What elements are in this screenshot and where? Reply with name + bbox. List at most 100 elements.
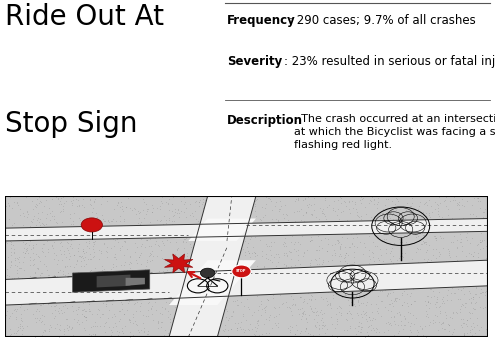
Point bbox=[372, 302, 380, 307]
Point bbox=[268, 325, 276, 331]
Point bbox=[401, 272, 409, 277]
Point bbox=[310, 208, 318, 213]
Point bbox=[33, 319, 41, 325]
Point bbox=[35, 219, 43, 225]
Point bbox=[438, 325, 446, 331]
Point bbox=[16, 325, 24, 331]
Point bbox=[385, 196, 393, 202]
Point bbox=[348, 291, 356, 297]
Point bbox=[211, 271, 219, 276]
Point bbox=[380, 282, 388, 287]
Point bbox=[126, 259, 134, 265]
Point bbox=[182, 315, 190, 320]
Point bbox=[10, 276, 18, 281]
Point bbox=[78, 202, 86, 208]
Point bbox=[335, 309, 343, 314]
Point bbox=[280, 250, 288, 256]
Point bbox=[69, 197, 77, 203]
Point bbox=[31, 315, 39, 321]
Point bbox=[354, 295, 362, 301]
Point bbox=[147, 252, 155, 257]
Point bbox=[159, 240, 167, 246]
Point bbox=[18, 319, 26, 324]
Point bbox=[9, 298, 17, 303]
Point bbox=[201, 242, 209, 247]
Point bbox=[479, 305, 487, 311]
Point bbox=[120, 216, 128, 222]
Point bbox=[257, 312, 265, 317]
Point bbox=[118, 243, 126, 248]
Point bbox=[4, 277, 12, 282]
Point bbox=[118, 284, 126, 290]
Point bbox=[258, 333, 266, 338]
Point bbox=[340, 208, 347, 213]
Point bbox=[34, 288, 42, 294]
Point bbox=[367, 215, 375, 220]
Point bbox=[391, 275, 399, 281]
Point bbox=[170, 213, 178, 218]
Point bbox=[45, 326, 52, 332]
Point bbox=[67, 279, 75, 284]
Point bbox=[474, 195, 482, 201]
Point bbox=[144, 308, 152, 313]
Point bbox=[434, 205, 442, 211]
Point bbox=[86, 251, 94, 257]
Point bbox=[474, 195, 482, 201]
Point bbox=[162, 217, 170, 223]
Point bbox=[133, 227, 141, 233]
Point bbox=[63, 325, 71, 331]
Point bbox=[242, 193, 249, 199]
Point bbox=[298, 281, 306, 287]
Point bbox=[260, 322, 268, 327]
Point bbox=[32, 284, 40, 290]
Polygon shape bbox=[126, 278, 145, 286]
Point bbox=[312, 214, 320, 220]
Point bbox=[446, 198, 454, 203]
Point bbox=[387, 258, 395, 264]
Point bbox=[105, 272, 113, 277]
Point bbox=[143, 264, 150, 269]
Point bbox=[62, 286, 70, 291]
Point bbox=[440, 272, 447, 278]
Point bbox=[40, 203, 48, 209]
Point bbox=[364, 325, 372, 330]
Point bbox=[323, 266, 331, 272]
Point bbox=[127, 288, 135, 293]
Point bbox=[224, 210, 232, 215]
Point bbox=[35, 255, 43, 260]
Point bbox=[35, 201, 43, 206]
Point bbox=[409, 227, 417, 233]
Point bbox=[436, 200, 444, 205]
Point bbox=[143, 237, 150, 243]
Point bbox=[120, 287, 128, 292]
Point bbox=[171, 251, 179, 257]
Point bbox=[125, 262, 133, 267]
Point bbox=[261, 304, 269, 310]
Point bbox=[74, 307, 82, 312]
Point bbox=[52, 321, 60, 327]
Point bbox=[350, 244, 358, 249]
Point bbox=[401, 316, 409, 321]
Point bbox=[70, 283, 78, 289]
Point bbox=[245, 250, 253, 256]
Point bbox=[329, 264, 337, 270]
Point bbox=[253, 319, 261, 324]
Point bbox=[61, 264, 69, 269]
Point bbox=[59, 203, 67, 208]
Point bbox=[206, 298, 214, 303]
Point bbox=[91, 288, 99, 293]
Point bbox=[151, 276, 159, 281]
Point bbox=[99, 212, 106, 218]
Point bbox=[102, 301, 110, 307]
Point bbox=[362, 312, 370, 318]
Point bbox=[16, 212, 24, 218]
Point bbox=[375, 219, 383, 225]
Point bbox=[23, 306, 31, 311]
Point bbox=[143, 259, 151, 265]
Point bbox=[4, 254, 12, 259]
Point bbox=[392, 299, 399, 304]
Point bbox=[456, 231, 464, 236]
Point bbox=[401, 250, 409, 255]
Point bbox=[39, 302, 47, 307]
Point bbox=[407, 301, 415, 307]
